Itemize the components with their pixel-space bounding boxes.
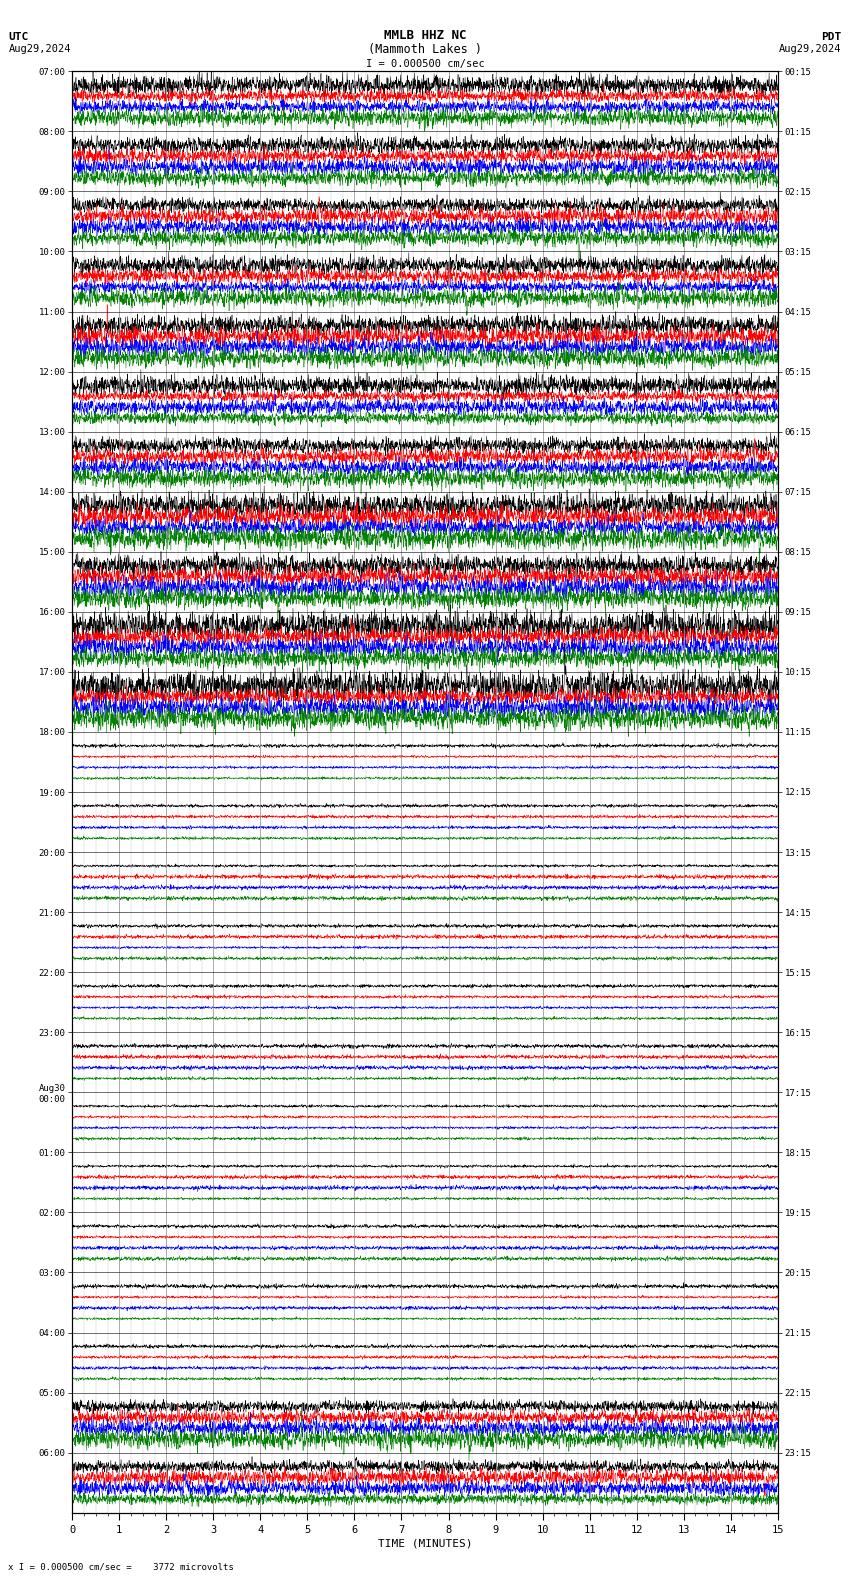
Text: MMLB HHZ NC: MMLB HHZ NC — [383, 29, 467, 41]
Text: (Mammoth Lakes ): (Mammoth Lakes ) — [368, 43, 482, 55]
Text: I = 0.000500 cm/sec: I = 0.000500 cm/sec — [366, 59, 484, 68]
Text: PDT: PDT — [821, 32, 842, 41]
Text: Aug29,2024: Aug29,2024 — [8, 44, 71, 54]
Text: UTC: UTC — [8, 32, 29, 41]
Text: x I = 0.000500 cm/sec =    3772 microvolts: x I = 0.000500 cm/sec = 3772 microvolts — [8, 1562, 235, 1571]
X-axis label: TIME (MINUTES): TIME (MINUTES) — [377, 1538, 473, 1549]
Text: Aug29,2024: Aug29,2024 — [779, 44, 842, 54]
